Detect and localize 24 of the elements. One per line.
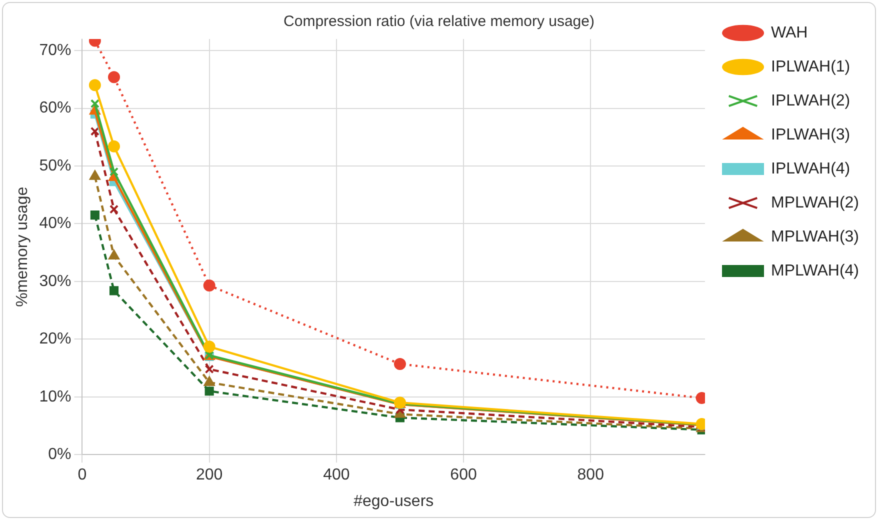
legend-label: IPLWAH(4): [771, 160, 850, 178]
chart-title: Compression ratio (via relative memory usage): [284, 13, 594, 30]
legend-label: IPLWAH(3): [771, 126, 850, 144]
y-tick-label: 70%: [39, 42, 72, 59]
y-tick-label: 60%: [39, 100, 72, 117]
y-tick-label: 10%: [39, 388, 72, 406]
y-tick-label: 40%: [39, 215, 72, 232]
legend-label: MPLWAH(4): [771, 262, 859, 280]
y-tick-label: 0%: [48, 446, 72, 464]
x-tick-label: 800: [577, 466, 604, 484]
y-tick-label: 20%: [39, 330, 72, 348]
x-axis-title: #ego-users: [354, 492, 434, 510]
legend-label: MPLWAH(2): [771, 194, 859, 212]
x-tick-label: 0: [78, 466, 87, 484]
legend-label: WAH: [771, 24, 808, 42]
legend-label: IPLWAH(1): [771, 58, 850, 76]
x-tick-label: 600: [450, 466, 477, 484]
y-axis-title: %memory usage: [14, 186, 32, 307]
legend-label: IPLWAH(2): [771, 92, 850, 110]
x-tick-label: 200: [196, 466, 223, 484]
x-tick-label: 400: [323, 466, 350, 484]
y-tick-label: 50%: [39, 157, 72, 174]
y-tick-label: 30%: [39, 272, 72, 290]
legend-label: MPLWAH(3): [771, 228, 859, 246]
